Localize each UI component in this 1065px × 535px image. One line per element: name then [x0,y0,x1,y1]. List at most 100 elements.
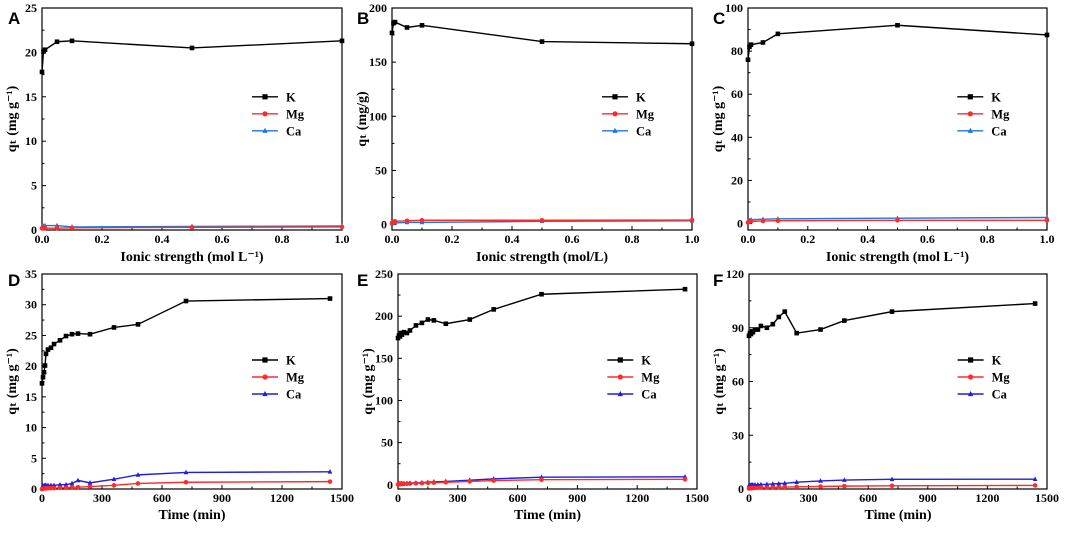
data-point-ca [45,482,51,488]
series-mg [746,483,1038,491]
data-point-mg [339,224,345,230]
x-tick-label: 0.4 [505,232,520,246]
y-tick-label: 50 [381,436,393,450]
y-tick-label: 250 [375,267,393,281]
x-tick-label: 600 [509,491,527,505]
x-tick-label: 300 [449,491,467,505]
data-point-mg [135,481,141,486]
legend-label: K [286,90,296,104]
legend-marker [262,127,268,133]
legend: K Mg Ca [607,354,660,402]
series-line-k [41,40,343,72]
data-point-mg [842,483,847,489]
x-tick-label: 0.8 [980,232,995,246]
series-mg [395,477,688,487]
data-point-k [111,325,117,330]
y-tick-label: 20 [25,359,37,373]
legend-label: K [992,354,1002,368]
data-point-ca [758,481,764,487]
data-point-k [327,296,333,301]
x-tick-label: 1200 [625,491,649,505]
x-axis-title: Ionic strength (mol/L) [476,250,608,265]
legend-marker [968,357,974,363]
legend-label: K [991,90,1001,104]
data-point-mg [794,484,799,490]
x-tick-label: 1.0 [1040,232,1055,246]
data-point-k [189,45,195,51]
data-point-k [770,321,776,327]
legend-marker [262,94,268,100]
data-point-k [1032,301,1038,306]
data-point-mg [75,484,81,490]
series-ca [39,469,333,489]
chart-panel-d: 0 300 600 900 1200 1500 0 5 10 15 20 25 30 35 Time (mi… [5,267,354,523]
data-point-mg [782,484,788,490]
x-tick-label: 300 [93,491,111,505]
chart-panel-f: 0 300 600 900 1200 1500 0 30 60 90 120 Time (min) qₜ… [712,267,1059,523]
data-point-k [63,333,69,339]
data-point-mg [57,485,63,491]
y-tick-label: 0 [738,482,744,496]
x-tick-label: 1200 [270,491,294,505]
data-point-ca [69,480,75,486]
y-tick-label: 20 [731,173,743,187]
y-tick-label: 200 [375,309,393,323]
data-point-mg [413,480,419,486]
panel-letter: D [8,271,20,290]
data-point-ca [794,479,799,485]
data-point-k [404,330,410,336]
legend-marker [262,374,268,380]
legend: K Mg Ca [957,90,1010,138]
legend-label: K [286,354,296,368]
data-point-k [419,320,425,326]
data-point-ca [755,481,761,487]
data-point-k [399,332,405,338]
series-line-k [748,302,1036,337]
x-axis-title: Ionic strength (mol L⁻¹) [826,250,969,265]
data-point-k [748,42,754,47]
series-ca [746,476,1038,488]
y-axis-title: qₜ (mg g⁻¹) [361,348,376,415]
data-point-mg [889,483,895,489]
panel-letter: E [357,271,368,290]
legend-marker [262,390,268,397]
data-point-ca [889,476,895,482]
x-tick-label: 0.4 [860,232,875,246]
data-point-k [539,291,544,297]
data-point-k [404,25,410,30]
data-point-ca [1032,476,1038,481]
data-point-mg [1032,483,1038,488]
y-axis-title: qₜ (mg g⁻¹) [5,348,20,415]
y-tick-label: 0 [31,482,37,496]
data-point-mg [758,485,764,490]
data-point-k [1044,32,1050,38]
y-tick-label: 150 [369,55,387,69]
legend-marker [262,357,268,363]
x-tick-label: 0.6 [215,232,230,246]
data-point-mg [111,483,117,488]
x-tick-label: 0.8 [625,232,640,246]
data-point-k [443,321,449,327]
data-point-k [57,338,63,343]
legend-marker [967,94,973,100]
x-tick-label: 0 [39,491,45,505]
y-tick-label: 0 [387,478,393,492]
x-tick-label: 600 [153,491,171,505]
y-tick-label: 40 [731,130,743,144]
data-point-mg [87,484,93,489]
data-point-k [755,327,761,332]
data-point-mg [467,479,473,484]
legend-label: Ca [641,388,657,402]
x-tick-label: 1.0 [685,232,700,246]
x-tick-label: 1500 [330,491,354,505]
y-axis-title: qₜ (mg g⁻¹) [5,85,20,152]
data-point-mg [775,218,781,224]
y-tick-label: 15 [25,390,37,404]
legend: K Mg Ca [252,90,305,138]
data-point-ca [75,477,81,483]
legend: K Mg Ca [602,90,655,138]
data-point-mg [1044,218,1050,223]
data-point-mg [491,478,496,483]
y-tick-label: 0 [737,217,743,231]
